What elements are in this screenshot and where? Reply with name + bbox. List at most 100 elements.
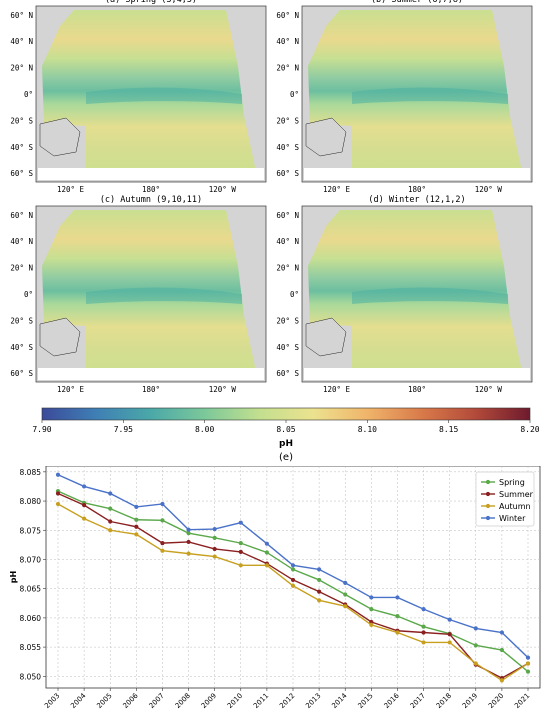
lat-tick-label: 40° S — [276, 343, 299, 352]
australia-landmass — [305, 317, 347, 357]
panel-e-label: (e) — [279, 452, 293, 463]
lon-tick-label: 120° W — [209, 385, 237, 394]
data-point-winter — [473, 626, 478, 631]
data-point-winter — [134, 504, 139, 509]
data-point-winter — [421, 607, 426, 612]
data-point-winter — [525, 655, 531, 660]
y-axis-label: pH — [9, 571, 18, 583]
lat-tick-label: 0° — [290, 290, 299, 299]
y-tick-label: 8.060 — [20, 614, 42, 623]
data-point-spring — [186, 531, 191, 536]
ph-trend-line-chart: 8.050 8.055 8.060 8.065 8.070 8.075 8.080 8.085… — [9, 466, 541, 710]
data-point-summer — [82, 503, 87, 508]
data-point-autumn — [317, 598, 322, 603]
lat-tick-label: 0° — [290, 90, 299, 99]
x-tick-label: 2017 — [409, 692, 427, 710]
x-tick-label: 2008 — [174, 692, 192, 710]
y-tick-label: 8.085 — [20, 468, 42, 477]
x-tick-label: 2006 — [121, 691, 140, 710]
lat-tick-label: 40° S — [276, 143, 299, 152]
data-point-summer — [186, 539, 191, 545]
lat-tick-label: 40° N — [10, 37, 33, 46]
data-point-winter — [395, 595, 400, 600]
data-point-spring — [499, 647, 504, 653]
legend-swatch-marker — [485, 515, 491, 521]
lat-tick-label: 60° S — [276, 369, 299, 378]
data-point-winter — [369, 595, 374, 600]
data-point-autumn — [264, 563, 269, 568]
lon-tick-label: 120° W — [209, 185, 237, 194]
data-point-spring — [134, 517, 139, 522]
data-point-autumn — [290, 583, 296, 588]
x-tick-label: 2019 — [461, 692, 479, 710]
data-point-summer — [238, 549, 243, 554]
data-point-summer — [290, 577, 296, 583]
lon-tick-label: 120° E — [323, 385, 351, 394]
x-tick-label: 2015 — [356, 692, 374, 710]
data-point-winter — [447, 617, 452, 622]
map-panel-title: (a) Spring (3,4,5) — [105, 0, 197, 5]
data-point-autumn — [134, 532, 139, 537]
data-point-autumn — [473, 661, 478, 666]
legend-entry-label: Spring — [499, 478, 525, 487]
lat-tick-label: 40° N — [10, 237, 33, 246]
lat-tick-label: 60° N — [276, 211, 299, 220]
data-point-spring — [160, 518, 165, 523]
data-point-summer — [160, 541, 165, 546]
data-point-summer — [317, 589, 322, 594]
y-tick-label: 8.050 — [20, 672, 42, 681]
data-point-autumn — [525, 661, 531, 666]
data-point-winter — [82, 484, 87, 489]
data-point-spring — [212, 535, 217, 540]
data-point-autumn — [343, 604, 348, 609]
x-tick-label: 2011 — [252, 692, 270, 710]
data-point-spring — [108, 506, 113, 511]
colorbar: 7.90 7.95 8.00 8.05 8.10 8.15 8.20 pH (e) — [32, 407, 540, 463]
data-point-summer — [369, 619, 374, 625]
data-point-winter — [55, 472, 61, 477]
data-point-spring — [421, 624, 426, 629]
data-point-winter — [343, 580, 348, 585]
data-point-spring — [238, 541, 243, 546]
data-point-summer — [421, 630, 426, 635]
data-point-spring — [525, 669, 531, 674]
equatorial-band — [86, 287, 242, 304]
data-point-spring — [290, 567, 296, 572]
data-point-autumn — [108, 528, 113, 533]
data-point-winter — [238, 520, 243, 525]
series-autumn — [55, 501, 531, 683]
data-point-autumn — [238, 563, 243, 568]
lat-tick-label: 20° N — [276, 264, 299, 273]
map-panel-2: 60° N 40° N 20° N 0° 20° S 40° S 60° S 120° E 18… — [276, 0, 533, 194]
legend-entry-label: Winter — [499, 514, 526, 523]
x-tick-label: 2007 — [148, 692, 166, 710]
lat-tick-label: 60° S — [10, 369, 33, 378]
lat-tick-label: 20° N — [10, 264, 33, 273]
data-point-summer — [447, 632, 452, 637]
series-winter — [55, 472, 531, 660]
lat-tick-label: 60° S — [276, 169, 299, 178]
data-point-spring — [343, 592, 348, 597]
y-tick-label: 8.055 — [20, 643, 42, 652]
lat-tick-label: 20° N — [10, 64, 33, 73]
lat-tick-label: 20° S — [10, 316, 33, 325]
colorbar-tick-label: 8.15 — [439, 425, 458, 434]
lon-tick-label: 180° — [142, 385, 160, 394]
x-tick-label: 2016 — [383, 691, 402, 710]
colorbar-tick-label: 7.90 — [32, 425, 51, 434]
lon-tick-label: 120° W — [475, 385, 503, 394]
colorbar-tick-label: 8.00 — [195, 425, 214, 434]
data-point-spring — [473, 643, 478, 648]
data-point-summer — [108, 519, 113, 524]
data-point-autumn — [55, 501, 61, 507]
legend: Spring Summer Autumn Winter — [475, 471, 535, 527]
lat-tick-label: 40° S — [10, 343, 33, 352]
lon-tick-label: 180° — [142, 185, 160, 194]
data-point-winter — [186, 527, 191, 532]
lat-tick-label: 40° N — [276, 237, 299, 246]
map-panel-4: 60° N 40° N 20° N 0° 20° S 40° S 60° S 120° E 18… — [276, 195, 533, 394]
x-tick-label: 2009 — [200, 692, 218, 710]
legend-entry-label: Autumn — [499, 502, 531, 511]
legend-box — [475, 471, 535, 527]
lat-tick-label: 0° — [24, 90, 33, 99]
